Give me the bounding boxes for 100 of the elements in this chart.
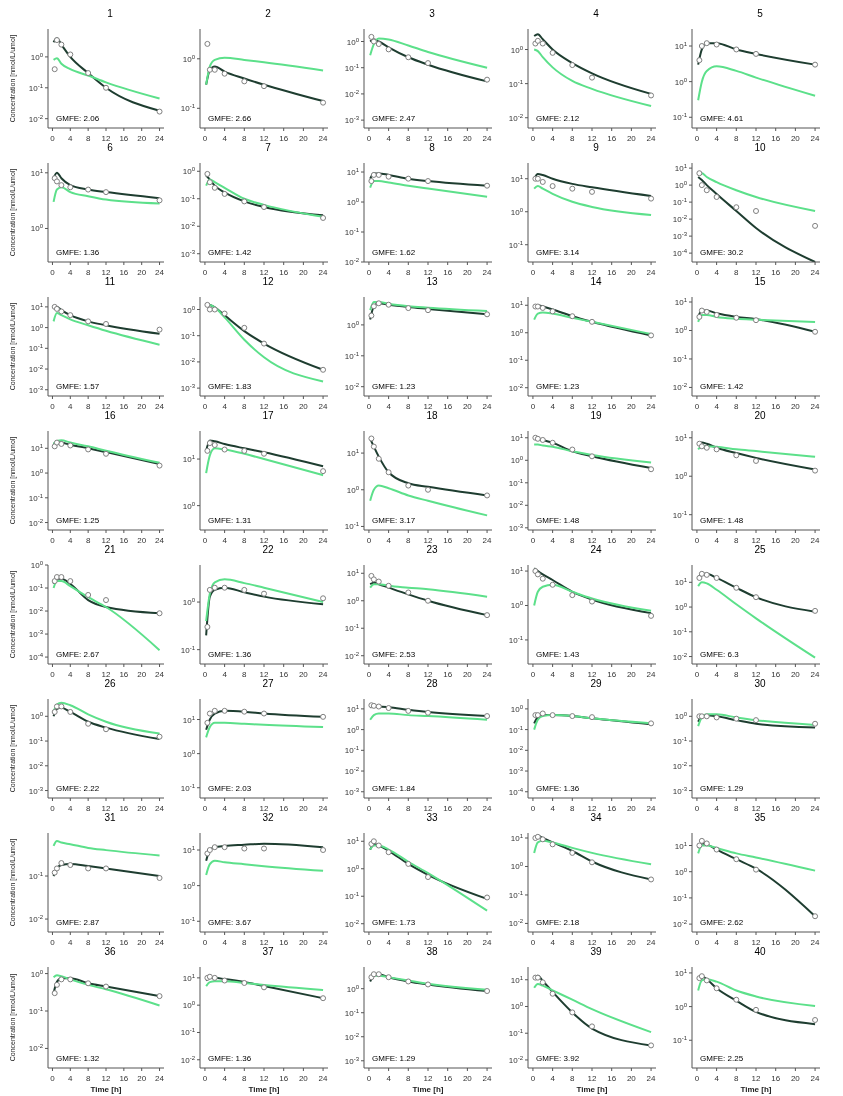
chart-title: 8 <box>428 142 436 155</box>
y-tick-label: 10$^{-2}$ <box>28 760 44 771</box>
y-tick-label: 10$^{-1}$ <box>28 492 44 503</box>
x-tick-label: 24 <box>810 670 821 679</box>
y-tick-label: 10$^{-1}$ <box>508 239 524 250</box>
x-tick-label: 16 <box>771 1074 781 1083</box>
y-tick-label: 10$^{-1}$ <box>672 353 688 364</box>
y-tick-label: 10$^{-2}$ <box>344 918 360 929</box>
x-tick-label: 12 <box>751 268 761 277</box>
x-tick-label: 8 <box>85 134 91 143</box>
x-tick-label: 4 <box>550 134 556 143</box>
x-tick-label: 20 <box>462 804 473 813</box>
y-tick-label: 10$^{0}$ <box>674 325 688 336</box>
y-tick-label: 10$^{1}$ <box>346 836 360 847</box>
x-tick-label: 8 <box>406 1074 412 1083</box>
x-tick-label: 12 <box>587 402 597 411</box>
x-tick-label: 24 <box>810 268 821 277</box>
x-tick-label: 8 <box>734 938 740 947</box>
annotation: GMFE: 2.47 <box>372 114 416 123</box>
x-tick-label: 4 <box>550 1074 556 1083</box>
chart-title: 4 <box>592 8 600 21</box>
x-tick-label: 24 <box>482 134 493 143</box>
y-tick-label: 10$^{0}$ <box>346 983 360 994</box>
x-tick-label: 0 <box>694 134 700 143</box>
x-tick-label: 20 <box>462 670 473 679</box>
x-tick-label: 24 <box>482 938 493 947</box>
x-tick-label: 12 <box>751 536 761 545</box>
x-tick-label: 12 <box>587 536 597 545</box>
annotation: GMFE: 1.48 <box>536 516 580 525</box>
x-tick-label: 8 <box>406 134 412 143</box>
y-tick-label: 10$^{-3}$ <box>344 786 360 797</box>
chart-title: 9 <box>592 142 600 155</box>
x-tick-label: 0 <box>202 804 208 813</box>
y-tick-label: 10$^{-3}$ <box>508 522 524 533</box>
x-tick-label: 12 <box>587 1074 597 1083</box>
chart-title: 27 <box>261 678 275 691</box>
x-tick-label: 20 <box>298 670 309 679</box>
x-tick-label: 12 <box>259 670 269 679</box>
y-tick-label: 10$^{-1}$ <box>180 330 196 341</box>
y-tick-label: 10$^{1}$ <box>30 443 44 454</box>
y-tick-label: 10$^{0}$ <box>674 180 688 191</box>
x-tick-label: 0 <box>530 1074 536 1083</box>
x-tick-label: 16 <box>771 402 781 411</box>
x-tick-label: 20 <box>790 134 801 143</box>
x-tick-label: 0 <box>694 938 700 947</box>
x-tick-label: 12 <box>259 268 269 277</box>
x-tick-label: 16 <box>607 134 617 143</box>
x-tick-label: 4 <box>550 938 556 947</box>
x-tick-label: 0 <box>694 670 700 679</box>
x-tick-label: 4 <box>386 134 392 143</box>
chart-title: 23 <box>425 544 439 557</box>
y-tick-label: 10$^{0}$ <box>346 724 360 735</box>
x-tick-label: 24 <box>482 402 493 411</box>
y-tick-label: 10$^{-3}$ <box>180 383 196 394</box>
x-tick-label: 0 <box>50 134 56 143</box>
x-tick-label: 4 <box>68 402 74 411</box>
y-tick-label: 10$^{-1}$ <box>344 521 360 532</box>
x-tick-label: 12 <box>423 268 433 277</box>
y-tick-label: 10$^{0}$ <box>30 322 44 333</box>
chart-title: 36 <box>103 946 117 959</box>
x-tick-label: 24 <box>155 1074 165 1083</box>
x-tick-label: 4 <box>386 938 392 947</box>
x-tick-label: 12 <box>587 670 597 679</box>
x-tick-label: 12 <box>101 1074 111 1083</box>
x-tick-label: 0 <box>50 268 56 277</box>
x-tick-label: 20 <box>790 402 801 411</box>
y-tick-label: 10$^{-2}$ <box>344 650 360 661</box>
chart-title: 30 <box>753 678 767 691</box>
y-tick-label: 10$^{1}$ <box>182 972 196 983</box>
x-tick-label: 4 <box>386 670 392 679</box>
y-tick-label: 10$^{0}$ <box>346 319 360 330</box>
y-tick-label: 10$^{-3}$ <box>180 248 196 259</box>
x-tick-label: 12 <box>587 938 597 947</box>
y-tick-label: 10$^{0}$ <box>30 711 44 722</box>
x-tick-label: 12 <box>751 402 761 411</box>
x-tick-label: 20 <box>298 268 309 277</box>
y-tick-label: 10$^{-3}$ <box>672 785 688 796</box>
x-tick-label: 16 <box>279 1074 289 1083</box>
y-tick-label: 10$^{-1}$ <box>672 197 688 208</box>
x-tick-label: 24 <box>318 402 329 411</box>
x-tick-label: 0 <box>366 402 372 411</box>
chart-title: 33 <box>425 812 439 825</box>
y-tick-label: 10$^{0}$ <box>182 500 196 511</box>
chart-title: 6 <box>106 142 114 155</box>
y-tick-label: 10$^{-2}$ <box>28 517 44 528</box>
x-tick-label: 4 <box>386 804 392 813</box>
x-tick-label: 4 <box>222 1074 228 1083</box>
chart-title: 21 <box>103 544 117 557</box>
x-tick-label: 4 <box>68 804 74 813</box>
y-tick-label: 10$^{-1}$ <box>28 736 44 747</box>
x-tick-label: 8 <box>242 670 248 679</box>
x-tick-label: 12 <box>101 536 111 545</box>
y-tick-label: 10$^{-1}$ <box>180 782 196 793</box>
chart-title: 7 <box>264 142 272 155</box>
y-tick-label: 10$^{0}$ <box>674 711 688 722</box>
y-tick-label: 10$^{0}$ <box>510 44 524 55</box>
annotation: GMFE: 2.67 <box>56 650 100 659</box>
x-tick-label: 4 <box>222 938 228 947</box>
x-tick-label: 20 <box>790 268 801 277</box>
x-tick-label: 4 <box>222 536 228 545</box>
